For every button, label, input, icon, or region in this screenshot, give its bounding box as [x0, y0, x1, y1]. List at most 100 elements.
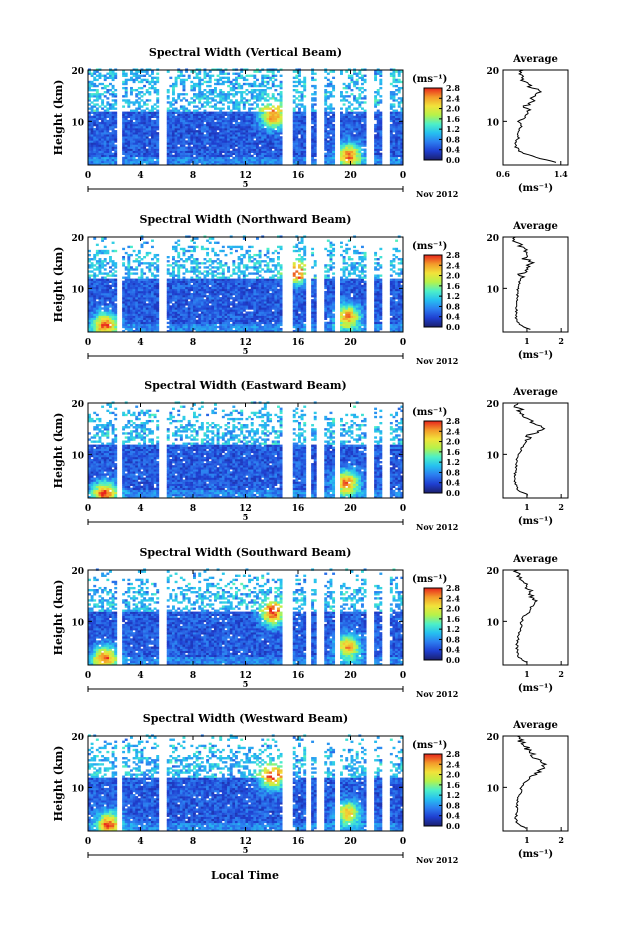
- heatmap-cell: [397, 97, 401, 100]
- heatmap-cell: [182, 115, 186, 119]
- heatmap-cell: [211, 319, 215, 323]
- heatmap-cell: [332, 130, 336, 133]
- heatmap-cell: [140, 307, 144, 310]
- heatmap-cell: [190, 319, 194, 323]
- heatmap-cell: [172, 156, 175, 160]
- heatmap-cell: [300, 132, 304, 135]
- heatmap-cell: [340, 123, 343, 127]
- heatmap-cell: [224, 95, 228, 98]
- heatmap-cell: [88, 258, 91, 261]
- heatmap-cell: [130, 305, 133, 308]
- heatmap-cell: [345, 70, 349, 73]
- heatmap-cell: [350, 144, 354, 147]
- heatmap-cell: [240, 86, 244, 90]
- heatmap-cell: [137, 290, 141, 294]
- heatmap-cell: [258, 154, 262, 158]
- heatmap-cell: [151, 239, 154, 242]
- heatmap-cell: [101, 264, 105, 267]
- heatmap-cell: [90, 105, 94, 108]
- heatmap-cell: [190, 307, 194, 310]
- heatmap-cell: [227, 72, 231, 75]
- heatmap-cell: [389, 74, 393, 77]
- heatmap-cell: [98, 307, 102, 310]
- heatmap-cell: [237, 86, 241, 90]
- heatmap-cell: [151, 309, 154, 312]
- heatmap-cell: [229, 142, 233, 145]
- heatmap-cell: [214, 327, 217, 331]
- heatmap-cell: [353, 119, 357, 123]
- heatmap-cell: [303, 109, 307, 112]
- heatmap-cell: [271, 111, 275, 114]
- heatmap-cell: [269, 103, 273, 106]
- heatmap-cell: [300, 160, 304, 164]
- heatmap-cell: [253, 91, 257, 94]
- heatmap-cell: [298, 121, 301, 125]
- heatmap-cell: [145, 128, 149, 131]
- heatmap-cell: [109, 286, 112, 290]
- heatmap-cell: [311, 162, 315, 166]
- heatmap-cell: [103, 315, 107, 318]
- heatmap-cell: [332, 128, 336, 131]
- heatmap-cell: [185, 156, 189, 160]
- heatmap-cell: [295, 154, 299, 158]
- heatmap-cell: [185, 249, 189, 253]
- heatmap-cell: [98, 297, 102, 300]
- heatmap-cell: [132, 299, 136, 302]
- heatmap-cell: [177, 303, 181, 306]
- heatmap-cell: [340, 121, 343, 125]
- heatmap-cell: [266, 156, 270, 160]
- heatmap-cell: [137, 107, 141, 110]
- heatmap-cell: [182, 140, 186, 143]
- heatmap-cell: [166, 315, 170, 318]
- heatmap-cell: [135, 282, 139, 286]
- heatmap-cell: [269, 111, 273, 114]
- heatmap-cell: [214, 117, 217, 121]
- heatmap-cell: [151, 264, 154, 267]
- heatmap-cell: [156, 286, 160, 290]
- heatmap-cell: [279, 95, 283, 98]
- heatmap-cell: [124, 305, 128, 308]
- heatmap-cell: [263, 158, 267, 162]
- heatmap-cell: [122, 140, 126, 143]
- heatmap-cell: [295, 136, 299, 139]
- heatmap-cell: [174, 278, 178, 281]
- heatmap-cell: [179, 317, 183, 320]
- heatmap-cell: [130, 76, 133, 80]
- heatmap-cell: [303, 115, 307, 119]
- heatmap-cell: [206, 140, 210, 143]
- heatmap-cell: [137, 125, 141, 129]
- heatmap-cell: [187, 103, 191, 106]
- heatmap-cell: [227, 115, 231, 119]
- heatmap-cell: [111, 284, 115, 288]
- heatmap-cell: [235, 148, 238, 151]
- heatmap-cell: [124, 125, 128, 129]
- heatmap-cell: [395, 84, 399, 88]
- heatmap-cell: [211, 130, 215, 133]
- heatmap-cell: [240, 134, 244, 137]
- heatmap-cell: [111, 307, 115, 310]
- heatmap-cell: [109, 74, 112, 77]
- heatmap-cell: [208, 315, 212, 318]
- heatmap-cell: [206, 148, 210, 151]
- heatmap-cell: [395, 111, 399, 114]
- heatmap-cell: [329, 156, 333, 160]
- heatmap-cell: [90, 138, 94, 141]
- heatmap-cell: [313, 109, 317, 112]
- heatmap-cell: [88, 315, 91, 318]
- heatmap-cell: [256, 123, 259, 127]
- heatmap-cell: [111, 105, 115, 108]
- heatmap-cell: [211, 266, 215, 269]
- heatmap-cell: [392, 78, 396, 82]
- heatmap-cell: [98, 97, 102, 100]
- heatmap-cell: [324, 138, 328, 141]
- heatmap-cell: [253, 162, 257, 166]
- heatmap-cell: [279, 115, 283, 119]
- heatmap-cell: [350, 130, 354, 133]
- heatmap-cell: [206, 156, 210, 160]
- heatmap-cell: [389, 72, 393, 75]
- heatmap-cell: [153, 138, 157, 141]
- heatmap-cell: [219, 154, 223, 158]
- heatmap-cell: [185, 150, 189, 153]
- heatmap-cell: [211, 325, 215, 329]
- heatmap-cell: [374, 160, 378, 164]
